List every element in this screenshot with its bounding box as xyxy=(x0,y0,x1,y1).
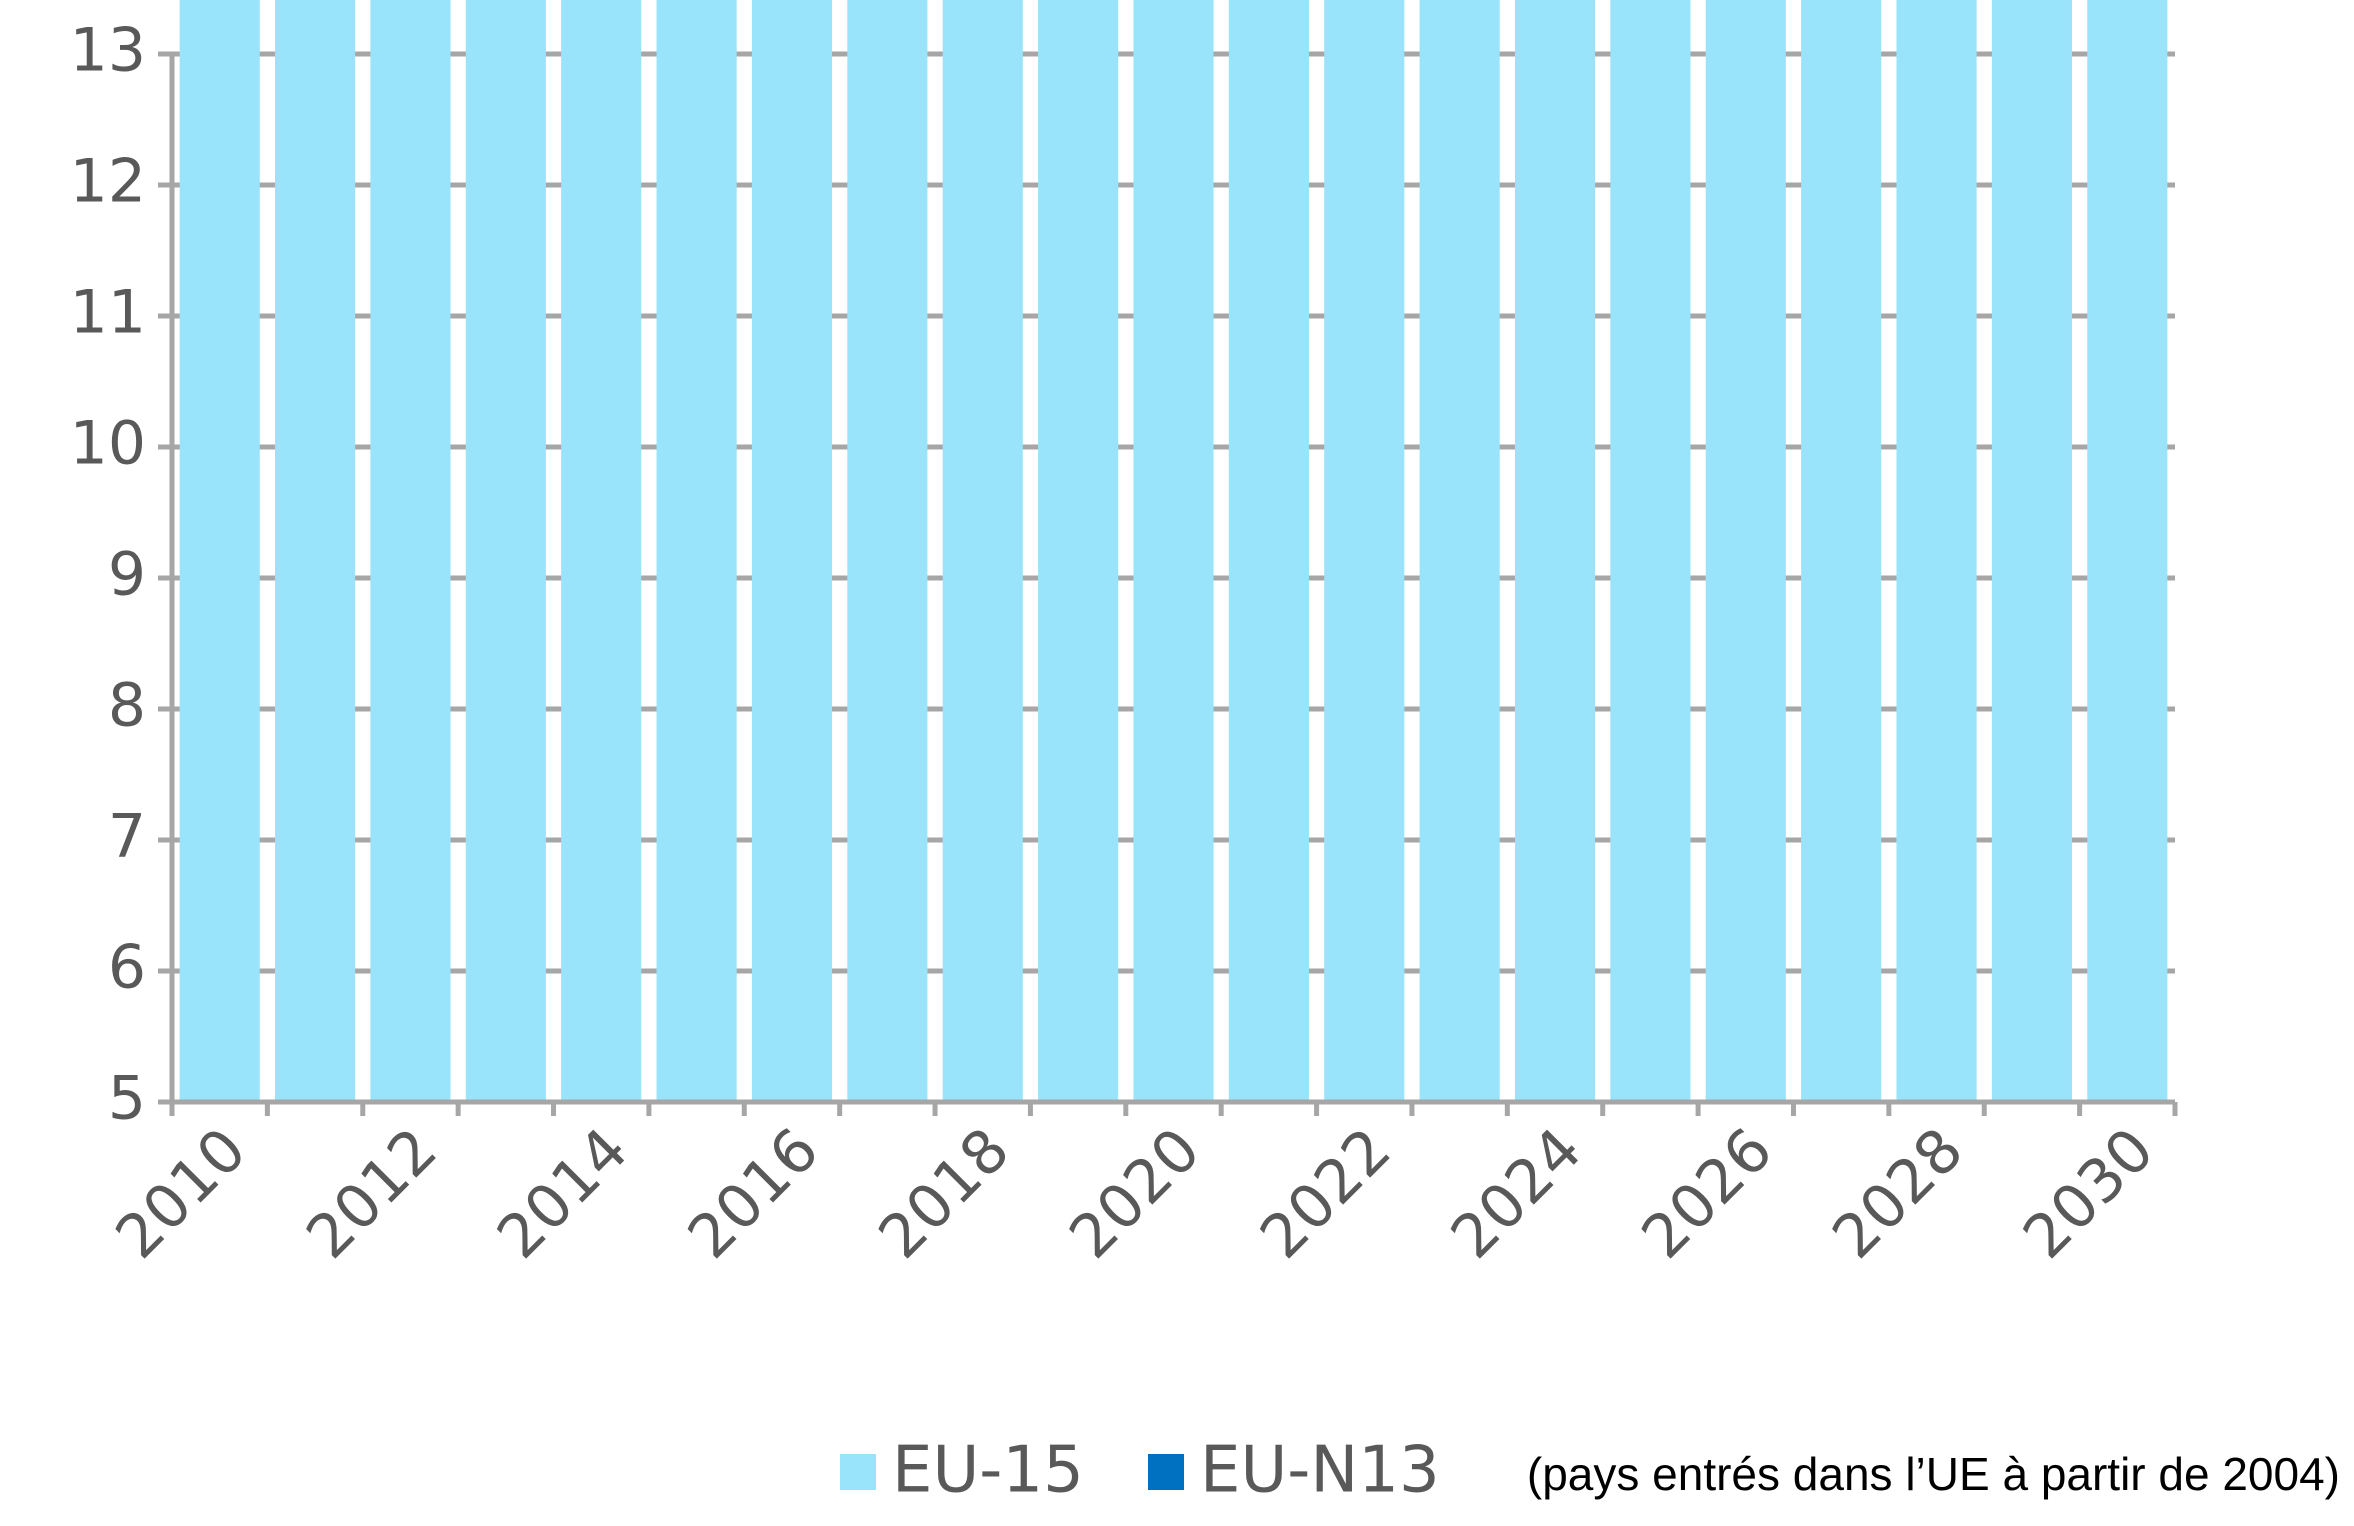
x-tick-label: 2030 xyxy=(2010,1115,2167,1272)
bar-segment xyxy=(1514,0,1596,1102)
y-tick-label: 6 xyxy=(108,933,146,1003)
bar-segment xyxy=(1228,0,1309,1103)
bar-segment xyxy=(942,0,1023,1102)
bar-segment xyxy=(2087,0,2168,1103)
bar-segment xyxy=(1610,0,1691,1102)
bar-segment xyxy=(847,0,928,1102)
bar-segment xyxy=(1991,0,2072,1103)
x-tick-label: 2022 xyxy=(1247,1115,1404,1272)
bar-segment xyxy=(179,0,260,1103)
x-tick-label: 2012 xyxy=(293,1115,450,1272)
bar-segment xyxy=(1419,0,1500,1103)
y-tick-label: 10 xyxy=(70,409,146,479)
y-tick-label: 7 xyxy=(108,802,146,872)
bar-segment xyxy=(1038,0,1119,1102)
y-tick-label: 12 xyxy=(70,147,146,217)
bar-segment xyxy=(1133,0,1214,1102)
annotation: (pays entrés dans l’UE à partir de 2004) xyxy=(1527,1448,2340,1500)
x-tick-label: 2028 xyxy=(1819,1115,1976,1272)
x-tick-label: 2018 xyxy=(866,1115,1023,1272)
legend-label: EU-15 xyxy=(892,1434,1084,1508)
y-tick-label: 11 xyxy=(70,278,146,348)
bar-segment xyxy=(370,0,451,1103)
legend-label: EU-N13 xyxy=(1200,1434,1440,1508)
y-tick-label: 13 xyxy=(70,16,146,86)
bar-segment xyxy=(1801,0,1882,1102)
bar-segment xyxy=(1324,0,1405,1103)
x-tick-label: 2020 xyxy=(1056,1115,1213,1272)
bar-segment xyxy=(465,0,546,1102)
bar-segment xyxy=(1705,0,1786,1102)
y-tick-label: 8 xyxy=(108,671,146,741)
x-tick-label: 2026 xyxy=(1629,1115,1786,1272)
x-tick-label: 2010 xyxy=(103,1115,260,1272)
legend-swatch xyxy=(1148,1454,1184,1490)
x-tick-label: 2024 xyxy=(1438,1115,1595,1272)
y-tick-label: 5 xyxy=(108,1064,146,1134)
bar-segment xyxy=(561,0,642,1102)
y-tick-label: 9 xyxy=(108,540,146,610)
legend-swatch xyxy=(840,1454,876,1490)
x-tick-label: 2016 xyxy=(675,1115,832,1272)
bar-segment xyxy=(751,0,833,1102)
bar-segment xyxy=(275,0,356,1102)
x-tick-label: 2014 xyxy=(484,1115,641,1272)
bar-segment xyxy=(1896,0,1977,1102)
bar-segment xyxy=(656,0,737,1102)
